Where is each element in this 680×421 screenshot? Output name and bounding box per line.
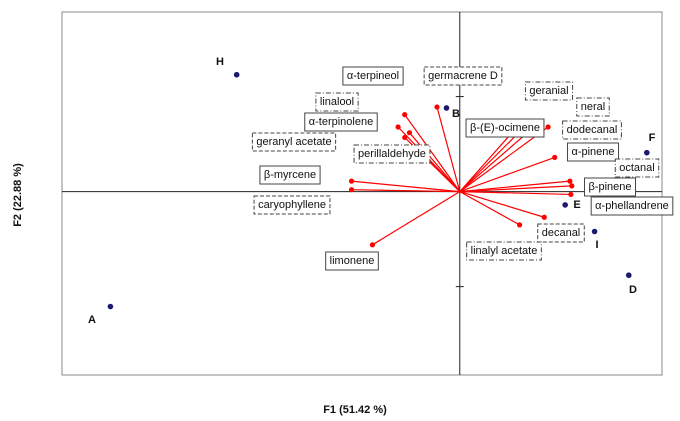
variable-label: decanal	[542, 227, 581, 239]
loading-point	[395, 124, 401, 130]
loading-point	[516, 222, 523, 228]
loading-vector	[404, 114, 461, 192]
label-box	[304, 112, 378, 132]
variable-label: neral	[581, 101, 605, 113]
variable-label: geranial	[529, 85, 568, 97]
label-box	[465, 118, 545, 138]
sample-label: I	[595, 239, 598, 251]
loading-vector	[459, 180, 570, 193]
sample-point	[233, 71, 240, 78]
loading-point	[541, 214, 547, 220]
variable-label: α-terpineol	[347, 70, 399, 82]
variable-label: octanal	[619, 162, 654, 174]
sample-point	[591, 228, 598, 235]
variable-label: dodecanal	[567, 124, 618, 136]
loading-point	[348, 187, 355, 193]
label-box	[423, 66, 503, 86]
sample-label: A	[88, 314, 96, 326]
variable-label: geranyl acetate	[256, 136, 331, 148]
sample-label: B	[452, 108, 460, 120]
x-axis-label: F1 (51.42 %)	[323, 404, 387, 416]
label-box	[466, 241, 542, 261]
loading-point	[402, 134, 408, 141]
label-box	[253, 195, 331, 215]
loading-point	[406, 130, 413, 136]
loading-point	[348, 178, 355, 184]
loading-point	[369, 242, 376, 248]
label-box	[325, 251, 379, 271]
label-box	[576, 97, 610, 117]
label-box	[259, 165, 321, 185]
variable-label: linalyl acetate	[471, 245, 538, 257]
loading-vector	[436, 106, 461, 192]
label-box	[524, 81, 574, 101]
label-box	[590, 196, 674, 216]
sample-point	[443, 105, 450, 111]
loading-vector	[372, 191, 461, 246]
label-box	[614, 158, 660, 178]
sample-label: E	[573, 199, 580, 211]
label-box	[251, 132, 337, 152]
loading-point	[552, 154, 558, 160]
sample-point	[625, 272, 632, 279]
loading-point	[402, 112, 408, 118]
variable-label: α-terpinolene	[309, 116, 373, 128]
loading-vector	[459, 156, 555, 193]
variable-label: germacrene D	[428, 70, 498, 82]
sample-point	[562, 202, 568, 208]
loading-vector	[459, 190, 571, 196]
loading-point	[434, 104, 440, 110]
loading-vector	[459, 126, 549, 193]
variable-label: β-(E)-ocimene	[470, 122, 540, 134]
variable-label: caryophyllene	[258, 199, 326, 211]
loading-vector	[459, 185, 572, 193]
sample-point	[107, 303, 114, 310]
loading-vector	[351, 189, 460, 193]
plot-frame	[61, 11, 663, 376]
label-box	[562, 120, 622, 140]
variable-label: linalool	[320, 96, 354, 108]
loading-vector	[459, 191, 545, 218]
variable-label: α-phellandrene	[595, 200, 669, 212]
loading-point	[568, 191, 574, 198]
loading-vector	[351, 180, 460, 193]
loading-vector	[409, 132, 461, 192]
label-box	[342, 66, 404, 86]
y-axis-label: F2 (22.88 %)	[12, 163, 24, 227]
sample-point	[644, 149, 650, 156]
label-box	[353, 144, 431, 164]
loading-point	[567, 178, 573, 184]
variable-label: α-pinene	[571, 146, 614, 158]
label-box	[537, 223, 585, 243]
variable-label: limonene	[330, 255, 375, 267]
label-box	[315, 92, 359, 112]
sample-label: F	[649, 132, 656, 144]
variable-label: β-myrcene	[264, 169, 316, 181]
loading-vector	[459, 191, 520, 226]
loading-point	[545, 124, 551, 130]
variable-label: β-pinene	[588, 181, 631, 193]
variable-label: perillaldehyde	[358, 148, 426, 160]
loading-point	[569, 183, 575, 189]
label-box	[583, 177, 637, 197]
sample-label: H	[216, 56, 224, 68]
sample-label: D	[629, 284, 637, 296]
label-box	[566, 142, 620, 162]
